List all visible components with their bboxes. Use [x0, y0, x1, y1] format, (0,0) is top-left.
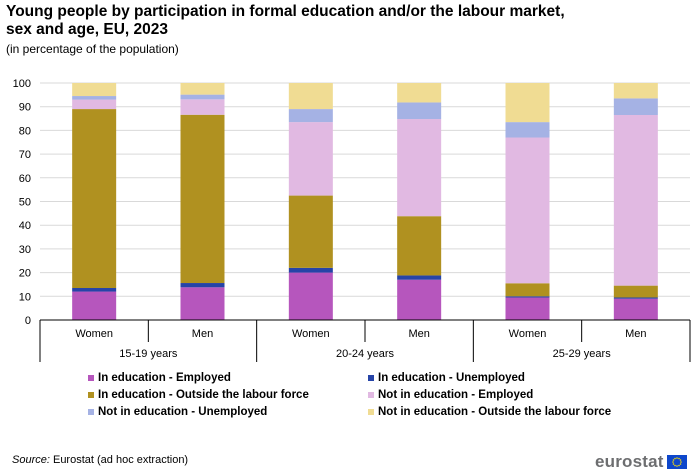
legend-label: In education - Unemployed [378, 372, 525, 384]
legend-swatch [88, 392, 94, 398]
bar-segment [180, 283, 225, 288]
x-category-label: Women [292, 328, 330, 340]
x-category-label: Men [408, 328, 429, 340]
legend-label: Not in education - Employed [378, 389, 534, 401]
bar-segment [505, 137, 550, 284]
source-text: Eurostat (ad hoc extraction) [49, 454, 189, 466]
legend-item: In education - Employed [88, 372, 231, 384]
legend-label: Not in education - Unemployed [98, 406, 268, 418]
bar-segment [397, 279, 442, 320]
y-tick-label: 90 [19, 102, 31, 114]
bar-segment [613, 285, 658, 298]
x-category-label: Women [509, 328, 547, 340]
eurostat-logo: eurostat [595, 452, 687, 472]
bar-segment [72, 291, 117, 320]
chart-subtitle: (in percentage of the population) [6, 42, 179, 56]
legend-swatch [368, 375, 374, 381]
bar-segment [288, 122, 333, 196]
bar-segment [180, 114, 225, 284]
x-group-label: 15-19 years [119, 348, 178, 360]
legend-swatch [88, 375, 94, 381]
bar-segment [180, 83, 225, 95]
bar-segment [72, 83, 117, 97]
bar-segment [397, 119, 442, 217]
legend-item: In education - Outside the labour force [88, 389, 309, 401]
bar-segment [288, 109, 333, 123]
y-tick-label: 100 [13, 78, 31, 90]
bar-segment [505, 296, 550, 298]
legend-item: Not in education - Outside the labour fo… [368, 406, 611, 418]
bar-segment [180, 287, 225, 320]
bar-segment [72, 109, 117, 289]
y-tick-label: 60 [19, 173, 31, 185]
bar-segment [397, 83, 442, 103]
y-tick-label: 30 [19, 244, 31, 256]
bar-segment [288, 267, 333, 273]
logo-text: eurostat [595, 452, 664, 471]
bar-segment [613, 114, 658, 286]
legend-label: Not in education - Outside the labour fo… [378, 406, 612, 418]
legend-item: Not in education - Unemployed [88, 406, 267, 418]
source-note: Source: Eurostat (ad hoc extraction) [12, 454, 188, 466]
eu-flag-icon [666, 455, 687, 469]
bar-segment [505, 122, 550, 138]
bar-segment [72, 99, 117, 110]
bar-segment [180, 99, 225, 115]
y-tick-label: 70 [19, 149, 31, 161]
x-category-label: Women [75, 328, 113, 340]
x-category-label: Men [625, 328, 646, 340]
bar-segment [397, 275, 442, 280]
bar-segment [613, 298, 658, 320]
y-tick-label: 10 [19, 291, 31, 303]
x-category-label: Men [192, 328, 213, 340]
legend-label: In education - Employed [98, 372, 231, 384]
legend-item: In education - Unemployed [368, 372, 525, 384]
y-tick-label: 20 [19, 268, 31, 280]
legend-label: In education - Outside the labour force [98, 389, 309, 401]
bar-segment [613, 98, 658, 115]
y-tick-label: 0 [25, 315, 31, 327]
legend-swatch [88, 409, 94, 415]
source-label: Source: [12, 454, 50, 466]
bar-segment [72, 96, 117, 100]
bar-segment [180, 94, 225, 100]
y-tick-label: 80 [19, 125, 31, 137]
y-tick-label: 40 [19, 220, 31, 232]
chart-title: Young people by participation in formal … [6, 3, 565, 38]
bar-segment [397, 216, 442, 276]
bar-segment [505, 83, 550, 123]
legend-item: Not in education - Employed [368, 389, 533, 401]
bar-segment [505, 283, 550, 297]
bar-segment [288, 195, 333, 268]
y-tick-label: 50 [19, 197, 31, 209]
bar-segment [505, 297, 550, 320]
x-group-label: 20-24 years [336, 348, 395, 360]
bar-segment [613, 83, 658, 99]
legend-swatch [368, 392, 374, 398]
bar-segment [613, 297, 658, 299]
bar-segment [288, 272, 333, 320]
legend-swatch [368, 409, 374, 415]
bar-segment [72, 288, 117, 292]
x-group-label: 25-29 years [553, 348, 612, 360]
stacked-bar-chart: 0 10 20 30 40 50 60 70 80 90 100 Women Men Women Men Wo… [13, 78, 691, 362]
bar-segment [288, 83, 333, 110]
bar-segment [397, 102, 442, 120]
